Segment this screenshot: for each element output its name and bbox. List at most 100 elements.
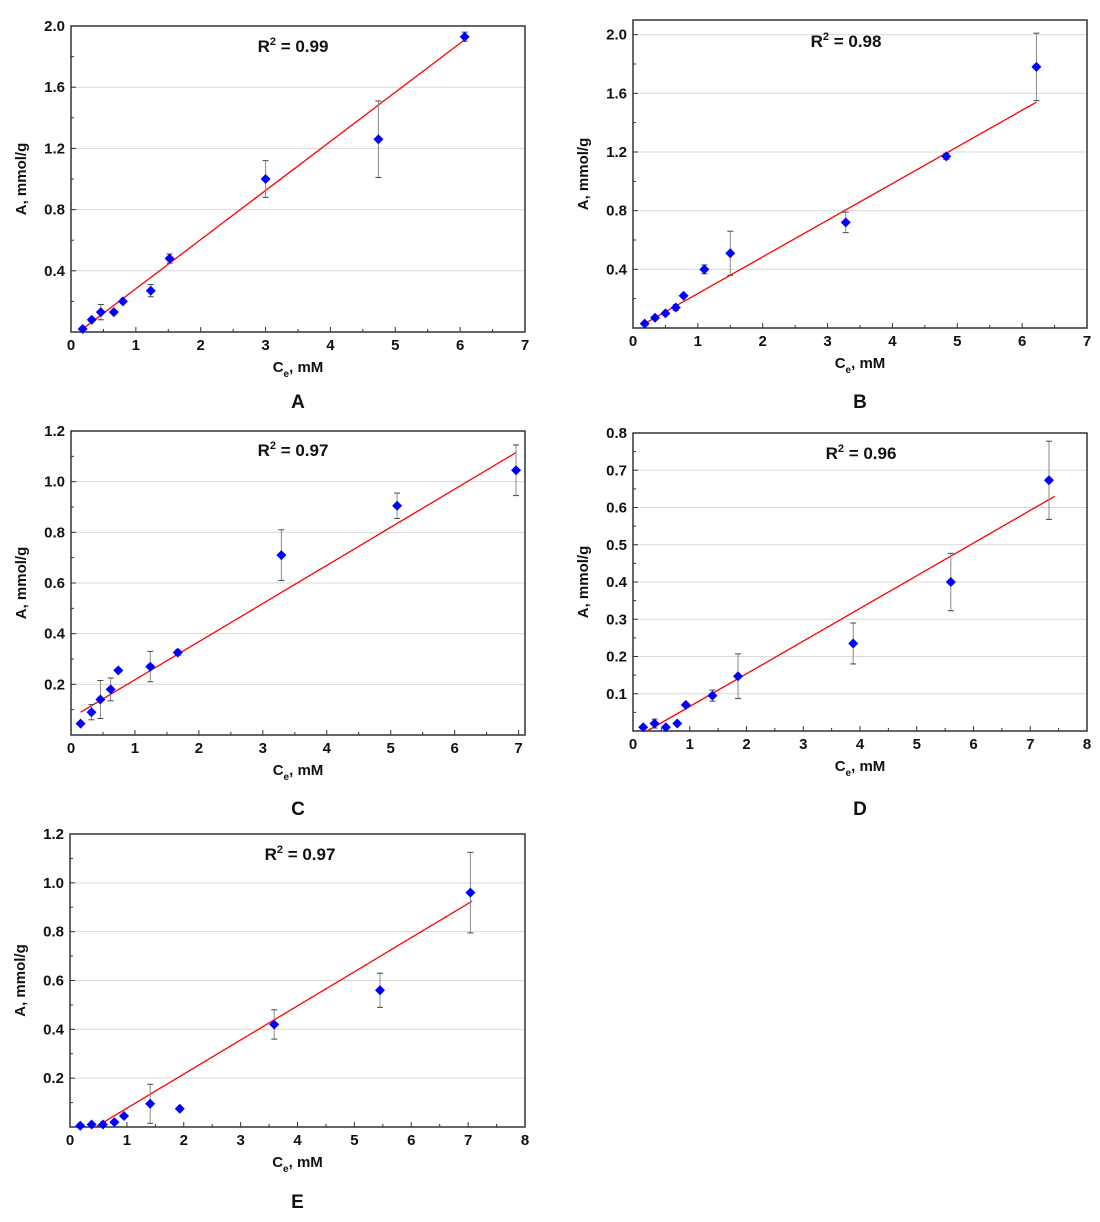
x-tick-label: 1 (131, 740, 139, 757)
r-squared-value: = 0.98 (829, 32, 881, 51)
y-axis-title: A, mmol/g (12, 944, 29, 1017)
y-tick-label: 0.8 (43, 924, 64, 941)
data-point (672, 718, 683, 729)
x-tick-label: 0 (67, 740, 75, 757)
data-point (392, 500, 403, 511)
x-tick-label: 2 (759, 333, 767, 350)
data-point (145, 661, 156, 672)
data-point (113, 665, 124, 676)
data-point (465, 887, 476, 898)
panel-label: E (291, 1192, 304, 1213)
x-axis-title-base: C (272, 1154, 283, 1171)
x-axis-title-unit: , mM (851, 758, 885, 775)
y-tick-label: 1.2 (43, 826, 64, 843)
x-axis-title: Ce, mM (272, 1154, 323, 1175)
data-point (276, 550, 287, 561)
fit-line (82, 39, 466, 330)
y-tick-label: 1.6 (606, 85, 627, 102)
data-point (374, 985, 385, 996)
y-tick-label: 0.8 (606, 203, 627, 220)
panel-label: C (291, 799, 305, 820)
y-tick-label: 0.8 (44, 524, 65, 541)
y-tick-label: 0.4 (606, 574, 628, 591)
data-point (119, 1111, 130, 1122)
chart-panel-e: 0 1 2 3 4 5 6 7 8 0.2 0.4 0.6 0.8 1.0 1.2 Ce, mM A, mmol… (12, 826, 529, 1213)
x-axis-title-subscript: e (284, 772, 290, 783)
x-axis-title-base: C (835, 355, 846, 372)
x-tick-label: 1 (686, 736, 694, 753)
x-axis-title: Ce, mM (273, 762, 324, 783)
x-tick-label: 2 (742, 736, 750, 753)
r-squared-base: R (258, 441, 270, 460)
data-point (660, 722, 671, 733)
data-point (459, 31, 470, 42)
data-point (174, 1103, 185, 1114)
x-tick-label: 6 (450, 740, 458, 757)
y-tick-label: 1.0 (44, 474, 65, 491)
chart-panel-a: 0 1 2 3 4 5 6 70.40.81.21.62.0Ce, mMA, mmol/gR2… (13, 18, 529, 413)
r-squared-value: = 0.97 (283, 845, 335, 864)
x-axis-title: Ce, mM (273, 359, 324, 380)
data-point (1031, 61, 1042, 72)
x-tick-label: 5 (350, 1132, 358, 1149)
x-tick-label: 2 (180, 1132, 188, 1149)
data-point (848, 638, 859, 649)
y-tick-label: 0.3 (606, 611, 627, 628)
x-tick-label: 0 (629, 333, 637, 350)
data-point (75, 718, 86, 729)
data-point (86, 707, 97, 718)
x-axis-title-subscript: e (846, 365, 852, 376)
x-axis-title-unit: , mM (851, 355, 885, 372)
x-tick-label: 1 (694, 333, 702, 350)
data-point (108, 307, 119, 318)
y-tick-label: 0.2 (606, 649, 627, 666)
r-squared-superscript: 2 (270, 440, 276, 452)
data-point (511, 465, 522, 476)
data-point (77, 323, 88, 334)
panel-label: B (853, 392, 867, 413)
fit-line (95, 900, 473, 1128)
y-axis-title: A, mmol/g (575, 546, 592, 619)
data-point (840, 217, 851, 228)
r-squared-superscript: 2 (270, 36, 276, 48)
data-point (164, 253, 175, 264)
r-squared-value: = 0.96 (844, 444, 896, 463)
plot-frame (632, 19, 1088, 329)
data-point (945, 577, 956, 587)
data-point (680, 699, 691, 710)
r-squared-value: = 0.97 (276, 441, 328, 460)
x-tick-label: 2 (197, 337, 205, 354)
data-point (639, 318, 650, 329)
x-axis-title-subscript: e (284, 369, 290, 380)
data-point (86, 314, 97, 325)
x-tick-label: 0 (66, 1132, 74, 1149)
x-tick-label: 3 (259, 740, 267, 757)
x-tick-label: 4 (323, 740, 332, 757)
fit-line (80, 451, 517, 713)
x-tick-label: 7 (514, 740, 522, 757)
fit-line (646, 495, 1055, 732)
y-tick-label: 0.8 (606, 425, 627, 442)
x-tick-label: 1 (123, 1132, 131, 1149)
y-tick-label: 0.4 (606, 261, 628, 278)
y-tick-label: 0.4 (44, 626, 66, 643)
x-tick-label: 3 (261, 337, 269, 354)
data-point (373, 134, 384, 145)
data-point (260, 174, 271, 184)
data-point (725, 248, 736, 259)
r-squared-annotation: R2 = 0.97 (265, 844, 336, 864)
x-tick-label: 5 (391, 337, 399, 354)
y-tick-label: 1.2 (44, 423, 65, 440)
data-point (732, 671, 743, 682)
x-axis-title-subscript: e (283, 1164, 289, 1175)
r-squared-superscript: 2 (838, 443, 844, 455)
y-tick-label: 0.6 (44, 575, 65, 592)
panel-label: A (291, 392, 305, 413)
x-tick-label: 6 (456, 337, 464, 354)
x-tick-label: 6 (407, 1132, 415, 1149)
r-squared-base: R (258, 37, 270, 56)
y-tick-label: 0.6 (606, 500, 627, 517)
data-point (660, 308, 671, 319)
data-point (678, 290, 689, 301)
